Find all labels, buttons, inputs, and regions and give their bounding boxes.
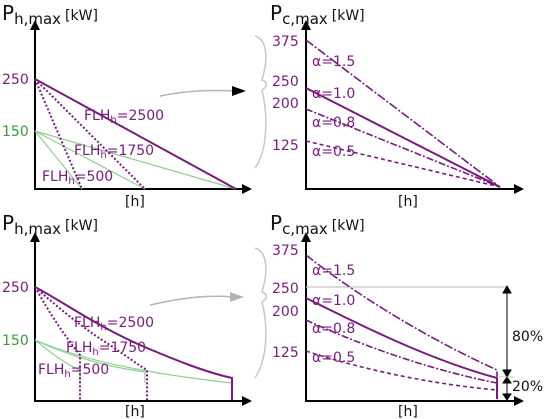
tick-375: 375 [272,243,299,259]
label-flh-1750: FLHh=1750 [74,143,154,161]
label-alpha-0.8: α=0.8 [312,321,355,337]
bracket-top [254,35,268,169]
panel-bottom-left: Ph,max [kW] 250 150 [h] FLHh=2500 FLHh=17… [2,211,268,419]
label-alpha-1.0: α=1.0 [312,293,355,309]
title-main: P [2,1,14,25]
tick-250: 250 [272,281,299,297]
label-flh-2500: FLHh=2500 [74,315,154,333]
panel-title: Ph,max [kW] [2,1,98,28]
panel-top-left: Ph,max [kW] 250 150 [h] FLHh=2500 FLHh=17… [2,1,268,210]
curve-alpha-0.5 [305,350,498,399]
label-flh-1750: FLHh=1750 [66,340,146,358]
x-label: [h] [398,194,418,210]
label-flh-500: FLHh=500 [42,169,113,187]
panel-title: Pc,max [kW] [270,1,365,28]
panel-top-right: Pc,max [kW] 375 250 200 125 [h] α=1.5 α=1… [270,1,524,210]
label-alpha-0.8: α=0.8 [312,115,355,131]
panel-title: Pc,max [kW] [270,211,365,238]
tick-375: 375 [272,34,299,50]
green-curves [34,130,237,190]
curve-alpha-1.5 [305,254,498,399]
panel-title: Ph,max [kW] [2,211,98,238]
bracket-bottom [254,247,268,379]
x-label: [h] [398,404,418,419]
tick-200: 200 [272,304,299,320]
tick-125: 125 [272,345,299,361]
connector-arrow-top [159,89,236,97]
curve-alpha-1.0 [305,87,501,188]
curve-flh-500 [34,286,81,400]
title-unit: [kW] [65,8,98,24]
label-alpha-1.0: α=1.0 [312,86,355,102]
label-flh-2500: FLHh=2500 [84,108,164,126]
curve-alpha-1.5 [305,39,501,188]
percentage-arrows [497,284,515,401]
curve-flh-1750 [34,286,148,400]
label-alpha-0.5: α=0.5 [312,144,355,160]
curve-alpha-1.0 [305,297,498,399]
purple-curves [34,286,233,400]
title-sub: h,max [14,10,61,28]
connector-arrow-head-bottom [230,292,244,302]
label-alpha-1.5: α=1.5 [312,263,355,279]
tick-200: 200 [272,96,299,112]
alpha-curves [305,254,498,399]
curve-flh-2500 [34,78,237,190]
curve-flh-1750 [34,78,146,190]
tick-125: 125 [272,138,299,154]
x-label: [h] [125,194,145,210]
label-alpha-1.5: α=1.5 [312,54,355,70]
tick-250: 250 [272,74,299,90]
curve-alpha-0.8 [305,319,498,399]
panel-bottom-right: Pc,max [kW] 375 250 200 125 [h] α=1.5 α=1… [270,211,543,419]
label-20-percent: 20% [512,379,543,395]
connector-arrow-head-top [232,86,246,96]
tick-150: 150 [2,124,29,140]
tick-250: 250 [2,72,29,88]
purple-curves [34,78,237,190]
label-flh-500: FLHh=500 [38,362,109,380]
label-alpha-0.5: α=0.5 [312,350,355,366]
connector-arrow-bottom [149,295,234,306]
tick-250: 250 [2,280,29,296]
label-80-percent: 80% [512,329,543,345]
x-label: [h] [125,404,145,419]
curve-alpha-0.8 [305,108,501,188]
alpha-curves [305,39,501,188]
curve-alpha-0.5 [305,140,501,188]
curve-flh-2500 [34,286,233,400]
tick-150: 150 [2,333,29,349]
